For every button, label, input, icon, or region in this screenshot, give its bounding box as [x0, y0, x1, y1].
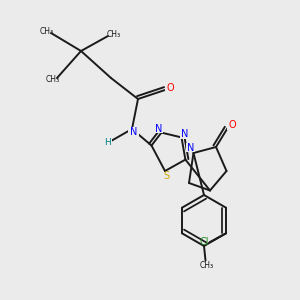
Bar	[180, 130, 190, 139]
Bar	[103, 138, 112, 147]
Bar	[162, 172, 171, 181]
Text: N: N	[182, 129, 189, 140]
Text: O: O	[167, 82, 174, 93]
Text: CH₃: CH₃	[107, 30, 121, 39]
Text: CH₃: CH₃	[200, 261, 214, 270]
Bar	[186, 143, 195, 152]
Text: O: O	[228, 120, 236, 130]
Bar	[128, 127, 139, 137]
Text: Cl: Cl	[200, 237, 209, 247]
Text: S: S	[164, 171, 169, 182]
Text: CH₃: CH₃	[39, 27, 54, 36]
Text: CH₃: CH₃	[45, 75, 60, 84]
Text: H: H	[104, 138, 111, 147]
Text: N: N	[130, 127, 137, 137]
Bar	[165, 83, 176, 92]
Bar	[227, 121, 237, 130]
Text: N: N	[187, 142, 194, 153]
Bar	[154, 124, 163, 134]
Text: N: N	[155, 124, 162, 134]
